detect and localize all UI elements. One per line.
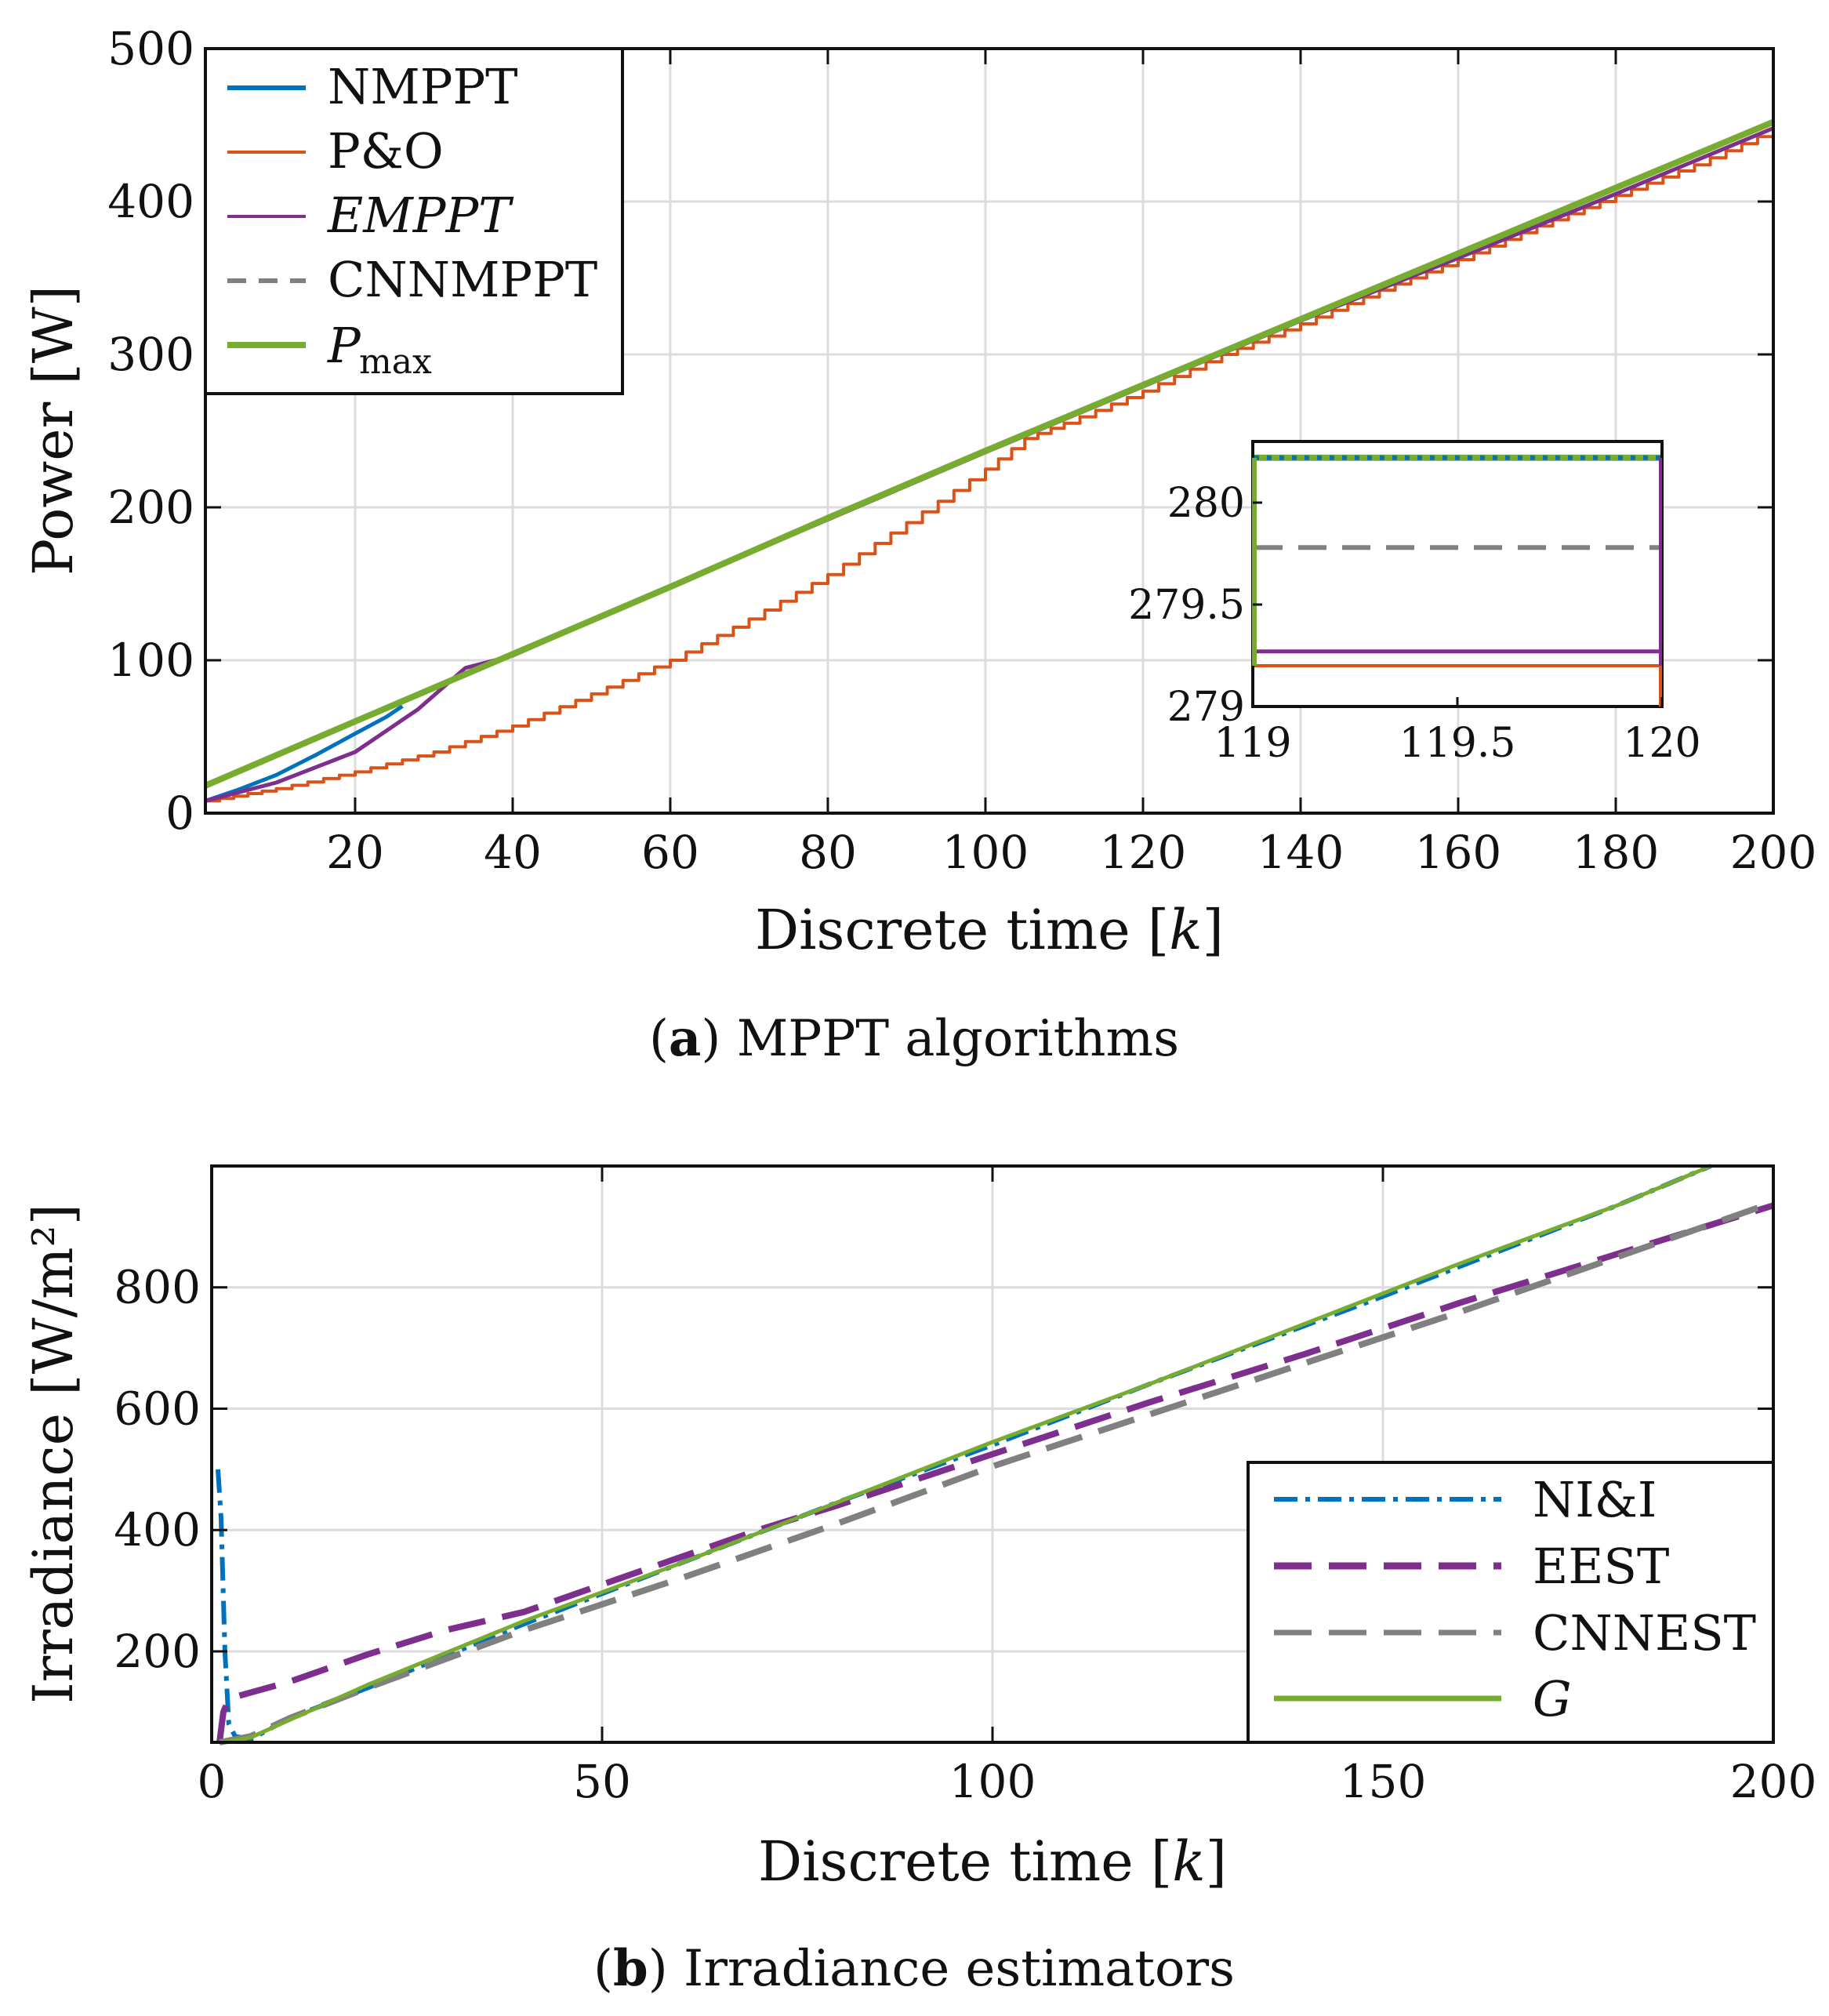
x-tick-label: 40 xyxy=(484,826,542,879)
x-tick-label: 200 xyxy=(1730,1755,1817,1808)
caption-b: (b) Irradiance estimators xyxy=(593,1939,1235,1998)
legend-label: EEST xyxy=(1533,1538,1669,1595)
inset-x-tick-label: 120 xyxy=(1623,720,1700,767)
legend-item-cnnmppt: CNNMPPT xyxy=(227,251,597,308)
legend-label: P&O xyxy=(328,122,444,180)
inset-x-tick-label: 119.5 xyxy=(1399,720,1516,767)
x-tick-label: 160 xyxy=(1415,826,1502,879)
inset-y-tick-label: 279 xyxy=(1167,684,1245,731)
legend-label: P xyxy=(327,317,361,374)
x-tick-label: 100 xyxy=(949,1755,1036,1808)
legend-item-nmppt: NMPPT xyxy=(227,58,518,115)
legend-label: NMPPT xyxy=(328,58,518,115)
legend-label: G xyxy=(1533,1670,1572,1727)
y-tick-label: 500 xyxy=(107,22,194,75)
legend-label-subscript: max xyxy=(359,342,432,382)
legend-item-pmax: P max xyxy=(227,317,432,382)
y-tick-label: 300 xyxy=(107,328,194,381)
y-tick-label: 0 xyxy=(165,786,194,840)
y-tick-label: 600 xyxy=(114,1382,201,1435)
x-tick-label: 140 xyxy=(1257,826,1345,879)
y-axis-label: Power [W] xyxy=(21,285,85,576)
x-tick-label: 200 xyxy=(1730,826,1817,879)
x-axis-label: Discrete time [k] xyxy=(755,898,1224,962)
x-tick-label: 120 xyxy=(1100,826,1187,879)
x-tick-label: 0 xyxy=(198,1755,227,1808)
legend-item-g: G xyxy=(1274,1670,1572,1727)
y-axis-label: Irradiance [W/m²] xyxy=(21,1204,85,1704)
y-tick-label: 400 xyxy=(107,175,194,228)
plot-frame xyxy=(204,47,1775,815)
x-tick-label: 60 xyxy=(641,826,699,879)
x-tick-label: 150 xyxy=(1340,1755,1427,1808)
chart-irradiance-estimators: 0 50 100 150 200 200 400 600 800 NI&I EEST CNNES… xyxy=(21,1164,1817,1998)
x-tick-label: 50 xyxy=(573,1755,631,1808)
legend-item-eest: EEST xyxy=(1274,1538,1669,1595)
inset-y-tick-label: 280 xyxy=(1167,480,1245,527)
x-tick-label: 100 xyxy=(942,826,1029,879)
y-tick-label: 200 xyxy=(114,1625,201,1678)
legend-label: NI&I xyxy=(1533,1471,1657,1528)
series-eest xyxy=(216,1202,1775,1743)
legend-label: EMPPT xyxy=(327,187,514,244)
y-tick-label: 200 xyxy=(107,481,194,534)
legend: NI&I EEST CNNEST G xyxy=(1247,1461,1775,1744)
legend-item-po: P&O xyxy=(227,122,444,180)
y-tick-label: 400 xyxy=(114,1503,201,1556)
legend-item-cnnest: CNNEST xyxy=(1274,1604,1756,1662)
y-tick-label: 100 xyxy=(107,634,194,687)
x-tick-label: 20 xyxy=(326,826,384,879)
legend-label: CNNEST xyxy=(1533,1604,1756,1662)
inset-y-tick-label: 279.5 xyxy=(1128,582,1245,629)
x-tick-label: 180 xyxy=(1573,826,1660,879)
series-p-o xyxy=(205,135,1773,803)
chart-mppt-algorithms: 20 40 60 80 100 120 140 160 180 200 0 100 200 300 400 5… xyxy=(21,22,1816,1068)
series-nmppt xyxy=(205,704,404,803)
legend-label: CNNMPPT xyxy=(328,251,597,308)
legend-item-empt: EMPPT xyxy=(227,187,514,244)
inset-x-tick-label: 119 xyxy=(1214,720,1291,767)
inset-zoom: 119 119.5 120 279 279.5 280 xyxy=(1128,440,1701,767)
legend: NMPPT P&O EMPPT CNNMPPT P max xyxy=(204,47,624,395)
caption-a: (a) MPPT algorithms xyxy=(649,1009,1179,1068)
legend-item-nii: NI&I xyxy=(1274,1471,1657,1528)
y-tick-label: 800 xyxy=(114,1261,201,1314)
series-pmax xyxy=(204,118,1775,789)
x-tick-label: 80 xyxy=(799,826,857,879)
x-axis-label: Discrete time [k] xyxy=(758,1829,1227,1894)
series-g xyxy=(219,1164,1712,1745)
